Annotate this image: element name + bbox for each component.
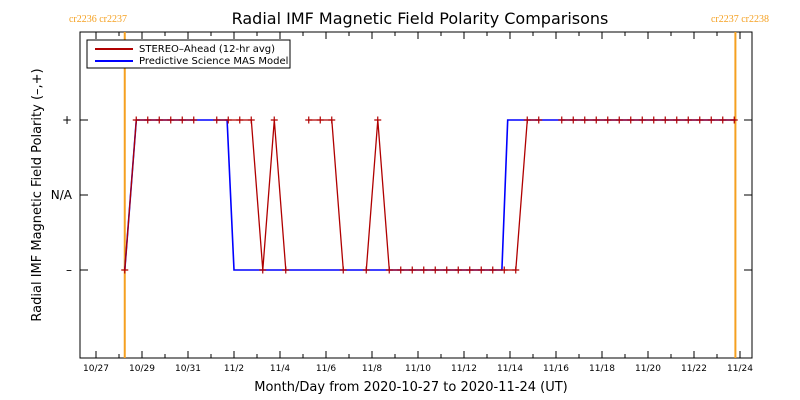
series-marker — [684, 116, 692, 124]
series-marker — [719, 116, 727, 124]
series-marker — [523, 116, 531, 124]
legend-label-stereo: STEREO–Ahead (12-hr avg) — [139, 44, 275, 55]
series-marker — [696, 116, 704, 124]
series-marker — [581, 116, 589, 124]
x-tick-label: 11/8 — [362, 364, 382, 374]
series-marker — [236, 116, 244, 124]
legend: STEREO–Ahead (12-hr avg) Predictive Scie… — [86, 39, 291, 69]
carrington-label-right: cr2237 cr2238 — [711, 14, 769, 25]
series-marker — [305, 116, 313, 124]
series-marker — [500, 266, 508, 274]
x-axis: 10/27 10/29 10/31 11/2 11/4 11/6 11/8 11/10 11/1… — [83, 32, 753, 374]
series-marker — [259, 266, 267, 274]
y-axis: + N/A – — [51, 113, 752, 277]
series-marker — [615, 116, 623, 124]
y-tick-label: N/A — [51, 188, 73, 202]
series-marker — [339, 266, 347, 274]
x-tick-label: 10/31 — [175, 364, 201, 374]
series-marker — [592, 116, 600, 124]
y-tick-label: + — [62, 113, 72, 127]
series-marker — [270, 116, 278, 124]
x-tick-label: 11/22 — [681, 364, 707, 374]
x-tick-label: 11/12 — [451, 364, 477, 374]
series-marker — [454, 266, 462, 274]
x-tick-label: 11/24 — [727, 364, 753, 374]
series-marker — [385, 266, 393, 274]
x-tick-label: 11/10 — [405, 364, 431, 374]
series-marker — [213, 116, 221, 124]
series-marker — [328, 116, 336, 124]
x-tick-label: 11/14 — [497, 364, 523, 374]
series-marker — [374, 116, 382, 124]
x-tick-label: 10/27 — [83, 364, 109, 374]
legend-label-mas: Predictive Science MAS Model — [139, 56, 288, 67]
x-tick-label: 11/2 — [224, 364, 244, 374]
x-tick-label: 11/16 — [543, 364, 569, 374]
series-marker — [121, 266, 129, 274]
series-marker — [466, 266, 474, 274]
series-layer — [121, 116, 738, 274]
x-tick-label: 11/20 — [635, 364, 661, 374]
series-marker — [638, 116, 646, 124]
series-marker — [707, 116, 715, 124]
series-marker — [569, 116, 577, 124]
x-axis-title: Month/Day from 2020-10-27 to 2020-11-24 … — [254, 380, 567, 395]
series-marker — [535, 116, 543, 124]
series-marker — [316, 116, 324, 124]
carrington-lines — [123, 32, 737, 358]
series-marker — [282, 266, 290, 274]
series-marker — [661, 116, 669, 124]
y-tick-label: – — [66, 263, 72, 277]
series-marker — [224, 116, 232, 124]
series-marker — [489, 266, 497, 274]
y-axis-title: Radial IMF Magnetic Field Polarity (–,+) — [30, 68, 45, 321]
series-marker — [443, 266, 451, 274]
series-marker — [673, 116, 681, 124]
series-marker — [362, 266, 370, 274]
series-marker — [167, 116, 175, 124]
x-tick-label: 11/18 — [589, 364, 615, 374]
series-marker — [512, 266, 520, 274]
series-marker — [431, 266, 439, 274]
series-marker — [558, 116, 566, 124]
series-marker — [155, 116, 163, 124]
chart-title: Radial IMF Magnetic Field Polarity Compa… — [232, 9, 609, 28]
series-marker — [132, 116, 140, 124]
series-marker — [178, 116, 186, 124]
series-marker — [144, 116, 152, 124]
x-tick-label: 10/29 — [129, 364, 155, 374]
carrington-label-left: cr2236 cr2237 — [69, 14, 127, 25]
series-marker — [247, 116, 255, 124]
series-marker — [190, 116, 198, 124]
series-marker — [730, 116, 738, 124]
series-marker — [408, 266, 416, 274]
series-marker — [627, 116, 635, 124]
x-tick-label: 11/4 — [270, 364, 290, 374]
series-marker — [650, 116, 658, 124]
series-marker — [397, 266, 405, 274]
series-marker — [420, 266, 428, 274]
legend-box — [86, 39, 291, 69]
x-tick-label: 11/6 — [316, 364, 336, 374]
series-marker — [604, 116, 612, 124]
series-marker — [477, 266, 485, 274]
